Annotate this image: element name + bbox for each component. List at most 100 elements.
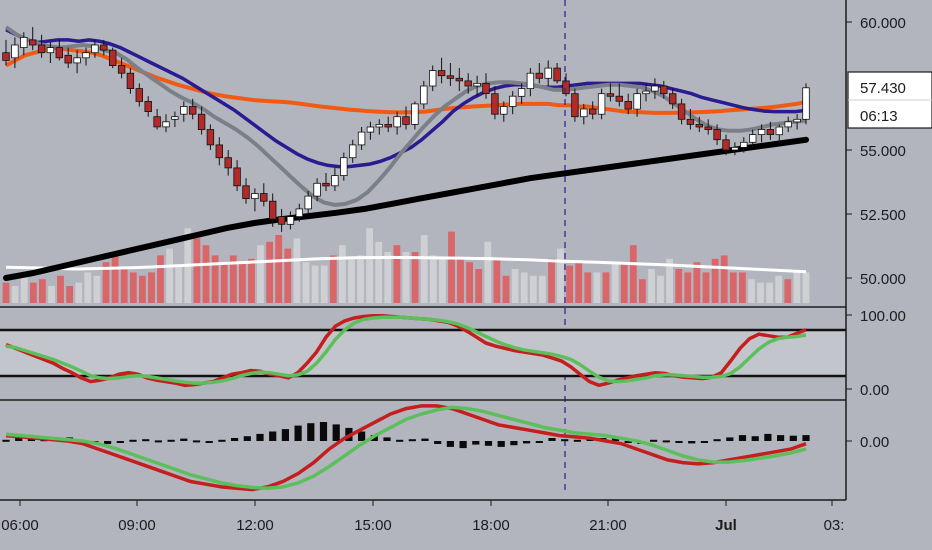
candle	[526, 68, 535, 97]
macd-hist-bar	[421, 438, 429, 441]
candle	[535, 63, 543, 84]
candle	[171, 111, 179, 127]
candle	[11, 37, 19, 69]
candle	[722, 134, 730, 156]
macd-pane[interactable]	[2, 404, 810, 492]
candle	[624, 93, 632, 115]
candle-body	[766, 129, 775, 135]
candle-body	[464, 80, 472, 87]
candle	[784, 116, 792, 133]
candle	[117, 57, 126, 79]
candle-body	[393, 116, 401, 128]
macd-hist-bar	[192, 440, 201, 443]
candle	[393, 111, 401, 135]
candle	[295, 203, 303, 222]
candle-body	[11, 44, 19, 59]
candle	[135, 83, 143, 107]
stoch-tick-label: 0.00	[860, 382, 889, 399]
macd-hist-bar	[142, 439, 150, 442]
candle	[322, 173, 330, 191]
macd-line	[5, 404, 807, 492]
volume-bar	[293, 238, 301, 303]
candle	[348, 139, 357, 163]
candle-body	[642, 90, 650, 95]
candle	[500, 101, 508, 122]
sma-black-line	[3, 136, 809, 281]
candle	[268, 193, 277, 227]
price-scale[interactable]: 60.000 55.000 52.500 50.000 57.430 06:13…	[845, 0, 932, 500]
volume-bar	[611, 262, 619, 303]
candle-body	[526, 72, 535, 89]
time-tick-label: 09:00	[118, 517, 156, 534]
volume-bar	[439, 258, 446, 303]
macd-hist-bar	[116, 441, 124, 443]
candle	[215, 137, 223, 166]
stochastic-pane[interactable]	[0, 313, 846, 388]
candle-body	[322, 182, 330, 187]
volume-bar	[520, 272, 528, 303]
candle	[331, 167, 339, 191]
candle-body	[109, 49, 117, 67]
candle-body	[260, 193, 268, 202]
candle-body	[126, 72, 135, 89]
volume-bar	[193, 238, 201, 303]
macd-hist-bar	[256, 433, 264, 441]
candle-body	[624, 101, 632, 110]
macd-hist-bar	[484, 441, 493, 446]
volume-bar	[802, 272, 810, 303]
candle	[571, 88, 579, 122]
volume-bar	[284, 248, 292, 303]
volume-bar	[275, 235, 283, 303]
candle-body	[313, 182, 321, 197]
candle	[188, 98, 197, 120]
volume-bar	[693, 262, 701, 303]
candle-body	[571, 93, 579, 118]
candle-body	[2, 52, 10, 61]
macd-hist-bar	[104, 441, 112, 444]
volume-bar	[339, 245, 346, 303]
macd-hist-bar	[294, 425, 302, 441]
volume-bar	[548, 258, 555, 303]
candle	[740, 137, 748, 153]
time-tick-label: 21:00	[589, 517, 627, 534]
candle-body	[251, 193, 259, 199]
volume-ma-line	[5, 255, 807, 274]
macd-hist-bar	[611, 438, 620, 441]
macd-hist-bar	[205, 441, 213, 443]
macd-hist-bar	[15, 438, 23, 441]
macd-hist-bar	[180, 438, 188, 441]
candle	[180, 101, 188, 122]
macd-tick-label: 0.00	[860, 434, 889, 451]
volume-bar	[66, 286, 73, 303]
price-pane[interactable]	[2, 25, 810, 303]
candle-body	[784, 121, 792, 128]
candle	[713, 124, 721, 145]
bar-countdown: 06:13	[860, 108, 898, 125]
candle	[402, 106, 410, 130]
candle	[251, 188, 259, 212]
candle-body	[171, 116, 179, 120]
candle-body	[82, 52, 90, 59]
volume-bar	[129, 272, 137, 303]
candle	[2, 39, 10, 66]
time-scale[interactable]: 06:00 09:00 12:00 15:00 18:00 21:00 Jul …	[0, 499, 846, 534]
volume-bar	[29, 282, 37, 303]
candle-body	[28, 39, 37, 46]
candle	[580, 103, 588, 125]
macd-hist-bar	[738, 435, 747, 441]
volume-bar	[757, 282, 764, 303]
candle-body	[517, 88, 526, 97]
candle	[669, 88, 677, 109]
candle	[517, 83, 526, 104]
volume-bar	[593, 272, 601, 303]
candle	[553, 63, 561, 84]
volume-bar	[393, 245, 401, 303]
candle-body	[491, 93, 499, 115]
volume-bar	[466, 262, 473, 303]
candle-body	[508, 95, 517, 107]
candle-body	[55, 47, 63, 59]
candle	[304, 191, 312, 214]
volume-bar	[429, 255, 437, 303]
volume-bar	[648, 269, 655, 303]
